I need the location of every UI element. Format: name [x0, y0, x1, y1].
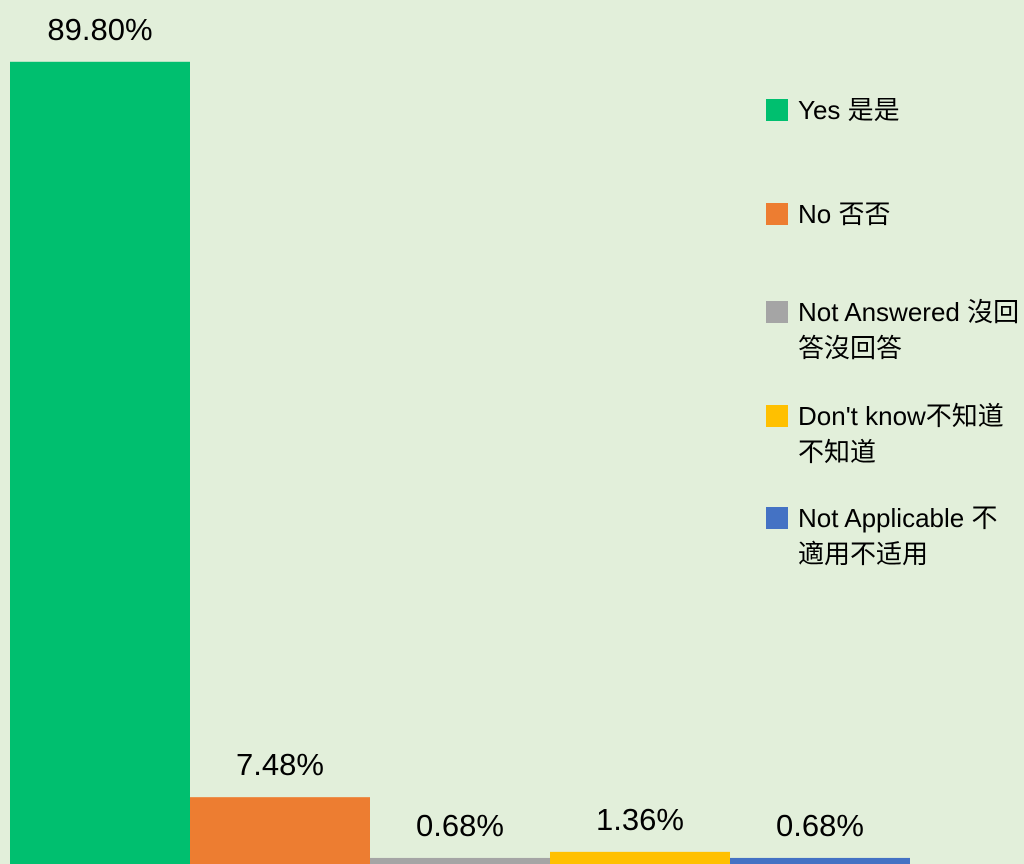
legend-swatch — [766, 507, 788, 529]
legend-label: Don't know不知道不知道 — [798, 401, 1004, 467]
legend-item: Not Answered 沒回答沒回答 — [766, 294, 1024, 366]
legend-label: Not Answered 沒回答沒回答 — [798, 297, 1020, 363]
legend-swatch — [766, 301, 788, 323]
bar — [370, 857, 550, 864]
legend-item: Don't know不知道不知道 — [766, 398, 1024, 470]
legend-swatch — [766, 405, 788, 427]
data-label: 0.68% — [776, 808, 864, 843]
legend-label: No 否否 — [798, 199, 891, 229]
legend-label: Not Applicable 不適用不适用 — [798, 503, 998, 569]
data-label: 1.36% — [596, 802, 684, 837]
legend-item: Not Applicable 不適用不适用 — [766, 500, 1024, 572]
legend-swatch — [766, 203, 788, 225]
bar — [550, 851, 730, 864]
legend-item: No 否否 — [766, 196, 1024, 232]
bar — [730, 857, 910, 864]
legend-item: Yes 是是 — [766, 92, 1024, 128]
data-label: 89.80% — [47, 12, 152, 47]
legend-swatch — [766, 99, 788, 121]
legend-label: Yes 是是 — [798, 95, 900, 125]
data-label: 7.48% — [236, 747, 324, 782]
bar — [190, 797, 370, 864]
data-label: 0.68% — [416, 808, 504, 843]
bar — [10, 61, 190, 864]
